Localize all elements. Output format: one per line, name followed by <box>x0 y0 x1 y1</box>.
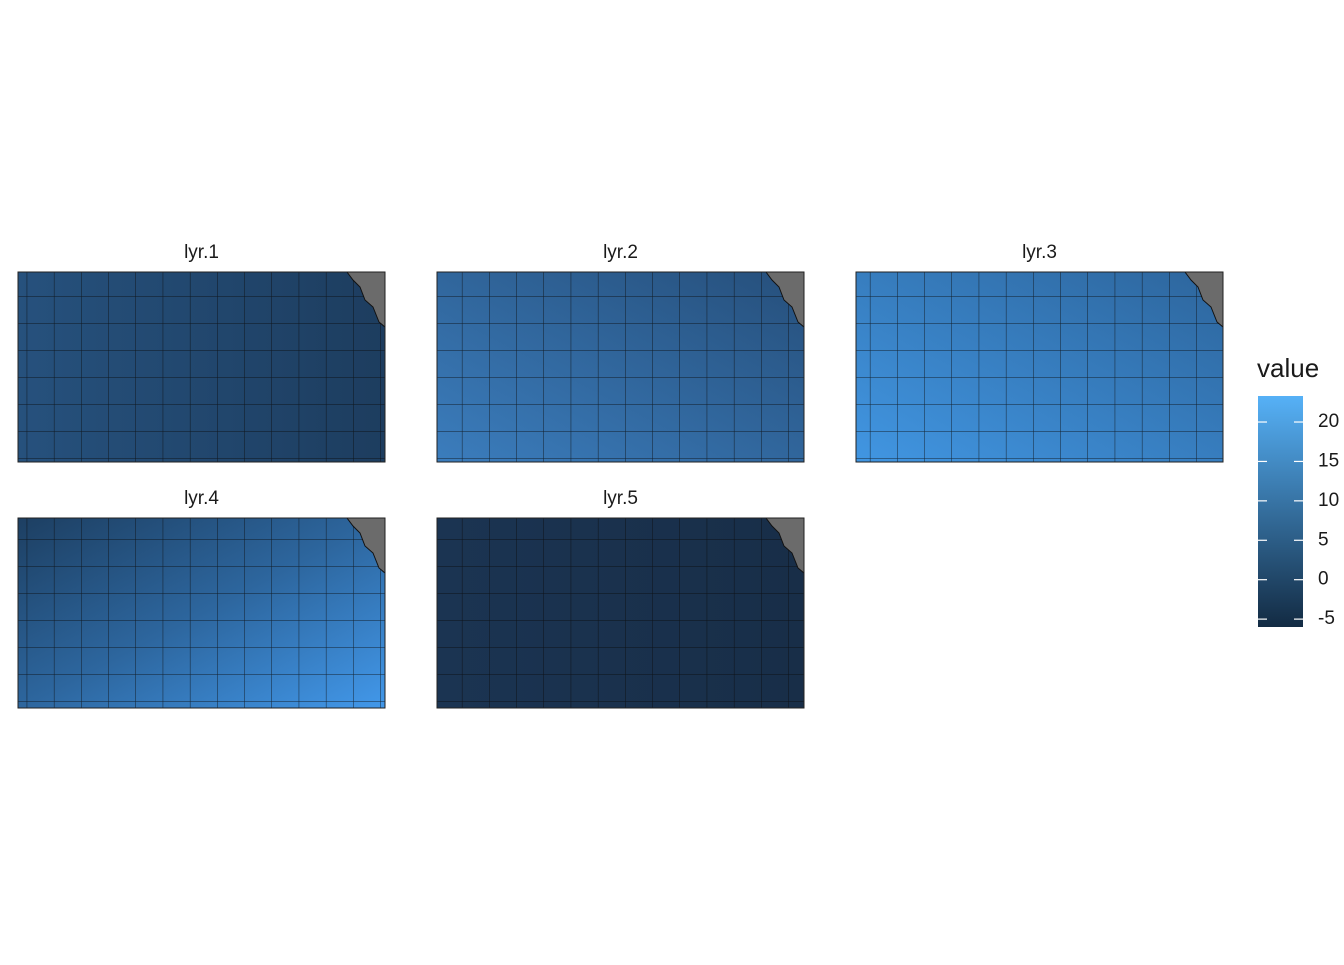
tick-label: 20 <box>1318 411 1339 432</box>
county-grid <box>18 518 385 708</box>
tick-label: 10 <box>1318 490 1339 511</box>
map-panel: lyr.3 <box>855 242 1224 463</box>
map-panel: lyr.1 <box>17 242 386 463</box>
legend-title: value <box>1257 353 1319 383</box>
county-grid <box>856 272 1223 462</box>
panel-title: lyr.1 <box>184 242 219 263</box>
panel-title: lyr.2 <box>603 242 638 263</box>
panel-title: lyr.5 <box>603 488 638 509</box>
tick-label: -5 <box>1318 608 1335 629</box>
tick-label: 15 <box>1318 450 1339 471</box>
county-grid <box>437 518 804 708</box>
tick-label: 0 <box>1318 569 1329 590</box>
colorbar <box>1258 396 1303 627</box>
panel-border <box>436 517 805 709</box>
panel-border <box>855 271 1224 463</box>
county-grid <box>18 272 385 462</box>
panel-border <box>436 271 805 463</box>
panels: lyr.1 lyr.2 lyr.3 lyr.4 lyr.5 <box>17 242 1224 709</box>
panel-title: lyr.4 <box>184 488 219 509</box>
tick-label: 5 <box>1318 529 1329 550</box>
map-panel: lyr.5 <box>436 488 805 709</box>
panel-border <box>17 517 386 709</box>
panel-border <box>17 271 386 463</box>
map-panel: lyr.4 <box>17 488 386 709</box>
panel-title: lyr.3 <box>1022 242 1057 263</box>
county-grid <box>437 272 804 462</box>
map-panel: lyr.2 <box>436 242 805 463</box>
